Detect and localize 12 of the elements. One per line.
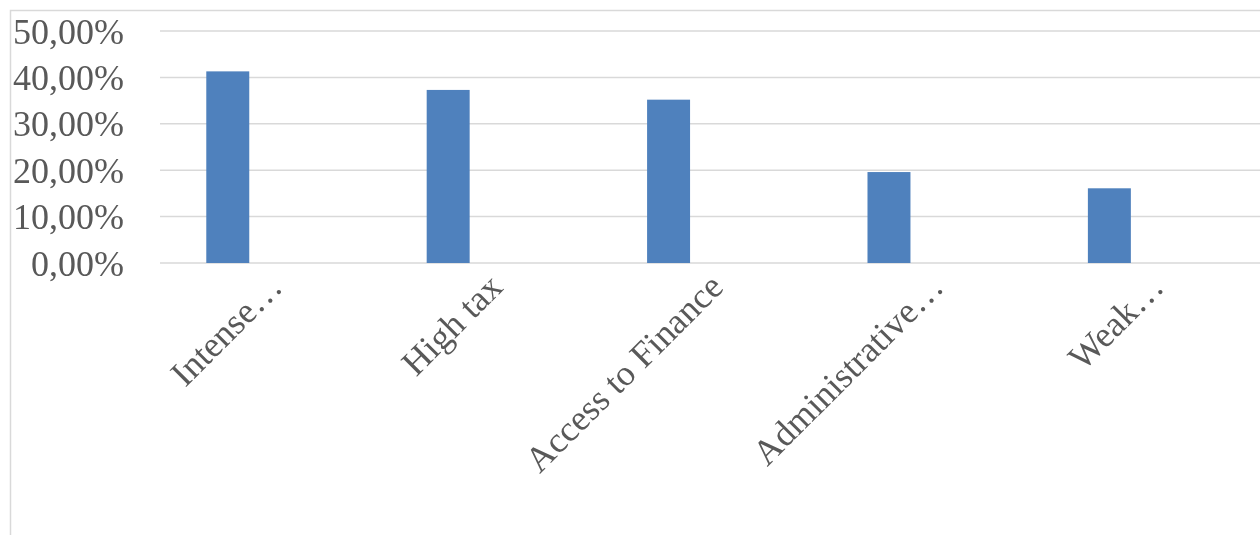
y-tick-label: 40,00%	[13, 58, 124, 98]
bar	[867, 172, 911, 263]
y-tick-label: 30,00%	[13, 104, 124, 145]
y-tick-label: 20,00%	[13, 150, 124, 191]
bar	[206, 71, 250, 263]
bar	[1087, 188, 1131, 263]
y-tick-label: 50,00%	[13, 11, 124, 52]
x-tick-label: High tax	[393, 266, 511, 384]
y-tick-label: 0,00%	[31, 243, 124, 284]
bar	[647, 99, 691, 263]
bar	[426, 89, 470, 263]
y-tick-label: 10,00%	[13, 197, 124, 238]
